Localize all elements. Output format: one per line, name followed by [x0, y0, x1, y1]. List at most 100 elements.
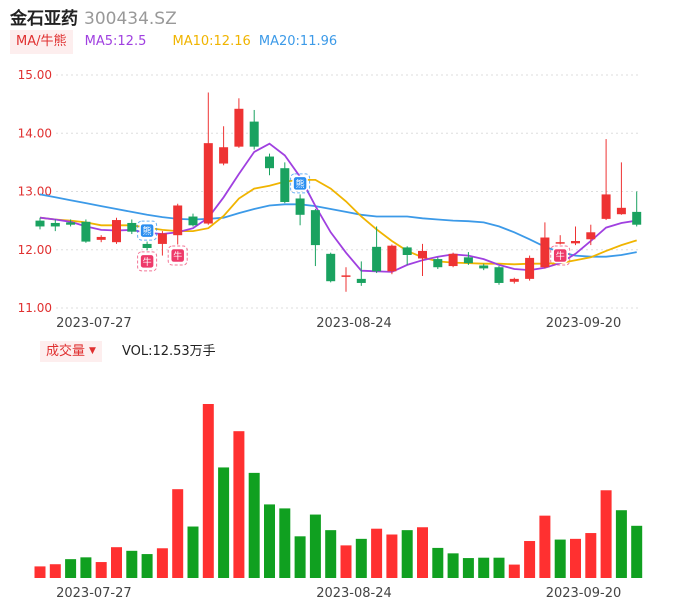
volume-bar [202, 404, 214, 578]
candle-body [509, 278, 519, 282]
volume-bar [156, 548, 168, 578]
volume-bar [539, 515, 551, 578]
candle-body [203, 143, 213, 224]
price-date-label: 2023-08-24 [316, 316, 392, 331]
candle-body [555, 242, 565, 244]
bull-signal-icon [139, 253, 155, 270]
candle-body [310, 210, 320, 246]
volume-tag-label: 成交量 [46, 344, 86, 359]
volume-bar [585, 533, 597, 578]
candle-body [280, 168, 290, 202]
volume-bar [264, 504, 275, 578]
bear-signal-icon [292, 175, 308, 192]
volume-date-label: 2023-09-20 [546, 586, 622, 601]
ma-indicator-selector[interactable]: MA/牛熊 [10, 30, 73, 54]
volume-bar [279, 508, 291, 578]
volume-bar [386, 534, 398, 578]
candle-body [479, 265, 489, 269]
volume-bar [34, 566, 46, 578]
bull-signal-icon [552, 247, 568, 264]
stock-code: 300434.SZ [84, 9, 177, 29]
candle-body [433, 259, 443, 268]
candle-body [463, 257, 473, 264]
volume-bar [554, 539, 566, 578]
candle-body [601, 194, 611, 219]
volume-bar [355, 538, 367, 578]
volume-bar [141, 554, 153, 578]
candle-body [418, 250, 427, 259]
candle-body [632, 211, 642, 225]
volume-bar [631, 525, 643, 578]
volume-bar [126, 550, 138, 578]
ma-legend: MA/牛熊 MA5:12.5 MA10:12.16 MA20:11.96 [10, 30, 337, 54]
candle-body [96, 236, 106, 240]
price-date-label: 2023-07-27 [56, 316, 132, 331]
candle-body [173, 205, 183, 236]
signal-label: 牛 [173, 250, 182, 262]
volume-bar [401, 530, 413, 578]
volume-bar [447, 553, 459, 578]
candle-body [66, 222, 76, 225]
volume-bar [462, 558, 474, 578]
volume-bar [49, 564, 61, 578]
candle-body [265, 156, 274, 169]
candle-body [127, 222, 137, 232]
candle-body [387, 245, 397, 272]
candle-body [35, 220, 45, 227]
volume-bar [187, 526, 199, 578]
volume-legend: 成交量 ▼ VOL:12.53万手 [40, 341, 216, 362]
candle-body [540, 237, 550, 268]
dropdown-caret-icon: ▼ [89, 346, 96, 356]
signal-halo [167, 245, 188, 266]
volume-bar [478, 557, 490, 578]
volume-bar [218, 467, 230, 578]
volume-date-label: 2023-07-27 [56, 586, 132, 601]
volume-bar [95, 562, 107, 578]
ma10-label: MA10:12.16 [172, 34, 251, 49]
volume-bar [80, 557, 92, 578]
candle-body [571, 241, 580, 244]
price-tick-label: 11.00 [18, 301, 52, 315]
volume-bar [417, 527, 428, 578]
candle-body [586, 232, 596, 240]
signal-label: 牛 [143, 256, 152, 268]
price-tick-label: 14.00 [18, 126, 52, 140]
volume-bar [65, 559, 77, 578]
candle-body [234, 108, 244, 147]
candle-body [494, 267, 504, 283]
price-tick-label: 12.00 [18, 243, 52, 257]
candle-body [81, 221, 91, 242]
volume-value: VOL:12.53万手 [121, 344, 216, 359]
ma20-line [39, 193, 637, 258]
candle-body [295, 198, 305, 215]
stock-title: 金石亚药 300434.SZ [10, 4, 177, 29]
volume-bar [615, 510, 627, 578]
volume-bar [111, 547, 122, 578]
candle-body [112, 220, 121, 243]
candle-body [142, 243, 152, 249]
volume-bar [325, 530, 337, 578]
volume-indicator-selector[interactable]: 成交量 ▼ [40, 341, 102, 362]
ma20-label: MA20:11.96 [258, 34, 338, 49]
candle-body [50, 222, 60, 227]
signal-label: 牛 [556, 250, 565, 262]
bull-signal-icon [169, 247, 186, 264]
volume-bar [600, 490, 612, 578]
candle-body [525, 257, 535, 279]
volume-bar [309, 514, 321, 578]
candle-body [402, 247, 412, 255]
ma5-label: MA5:12.5 [84, 34, 147, 49]
price-tick-label: 15.00 [18, 68, 52, 82]
volume-bar [508, 564, 520, 578]
stock-name: 金石亚药 [10, 9, 78, 29]
candle-body [326, 253, 336, 282]
bear-signal-icon [139, 222, 155, 239]
volume-bar [493, 557, 505, 578]
volume-bar [172, 489, 184, 578]
candle-body [448, 253, 458, 267]
candle-body [616, 207, 626, 215]
volume-bar [524, 541, 536, 578]
signal-halo [137, 251, 158, 272]
candle-body [341, 275, 351, 277]
